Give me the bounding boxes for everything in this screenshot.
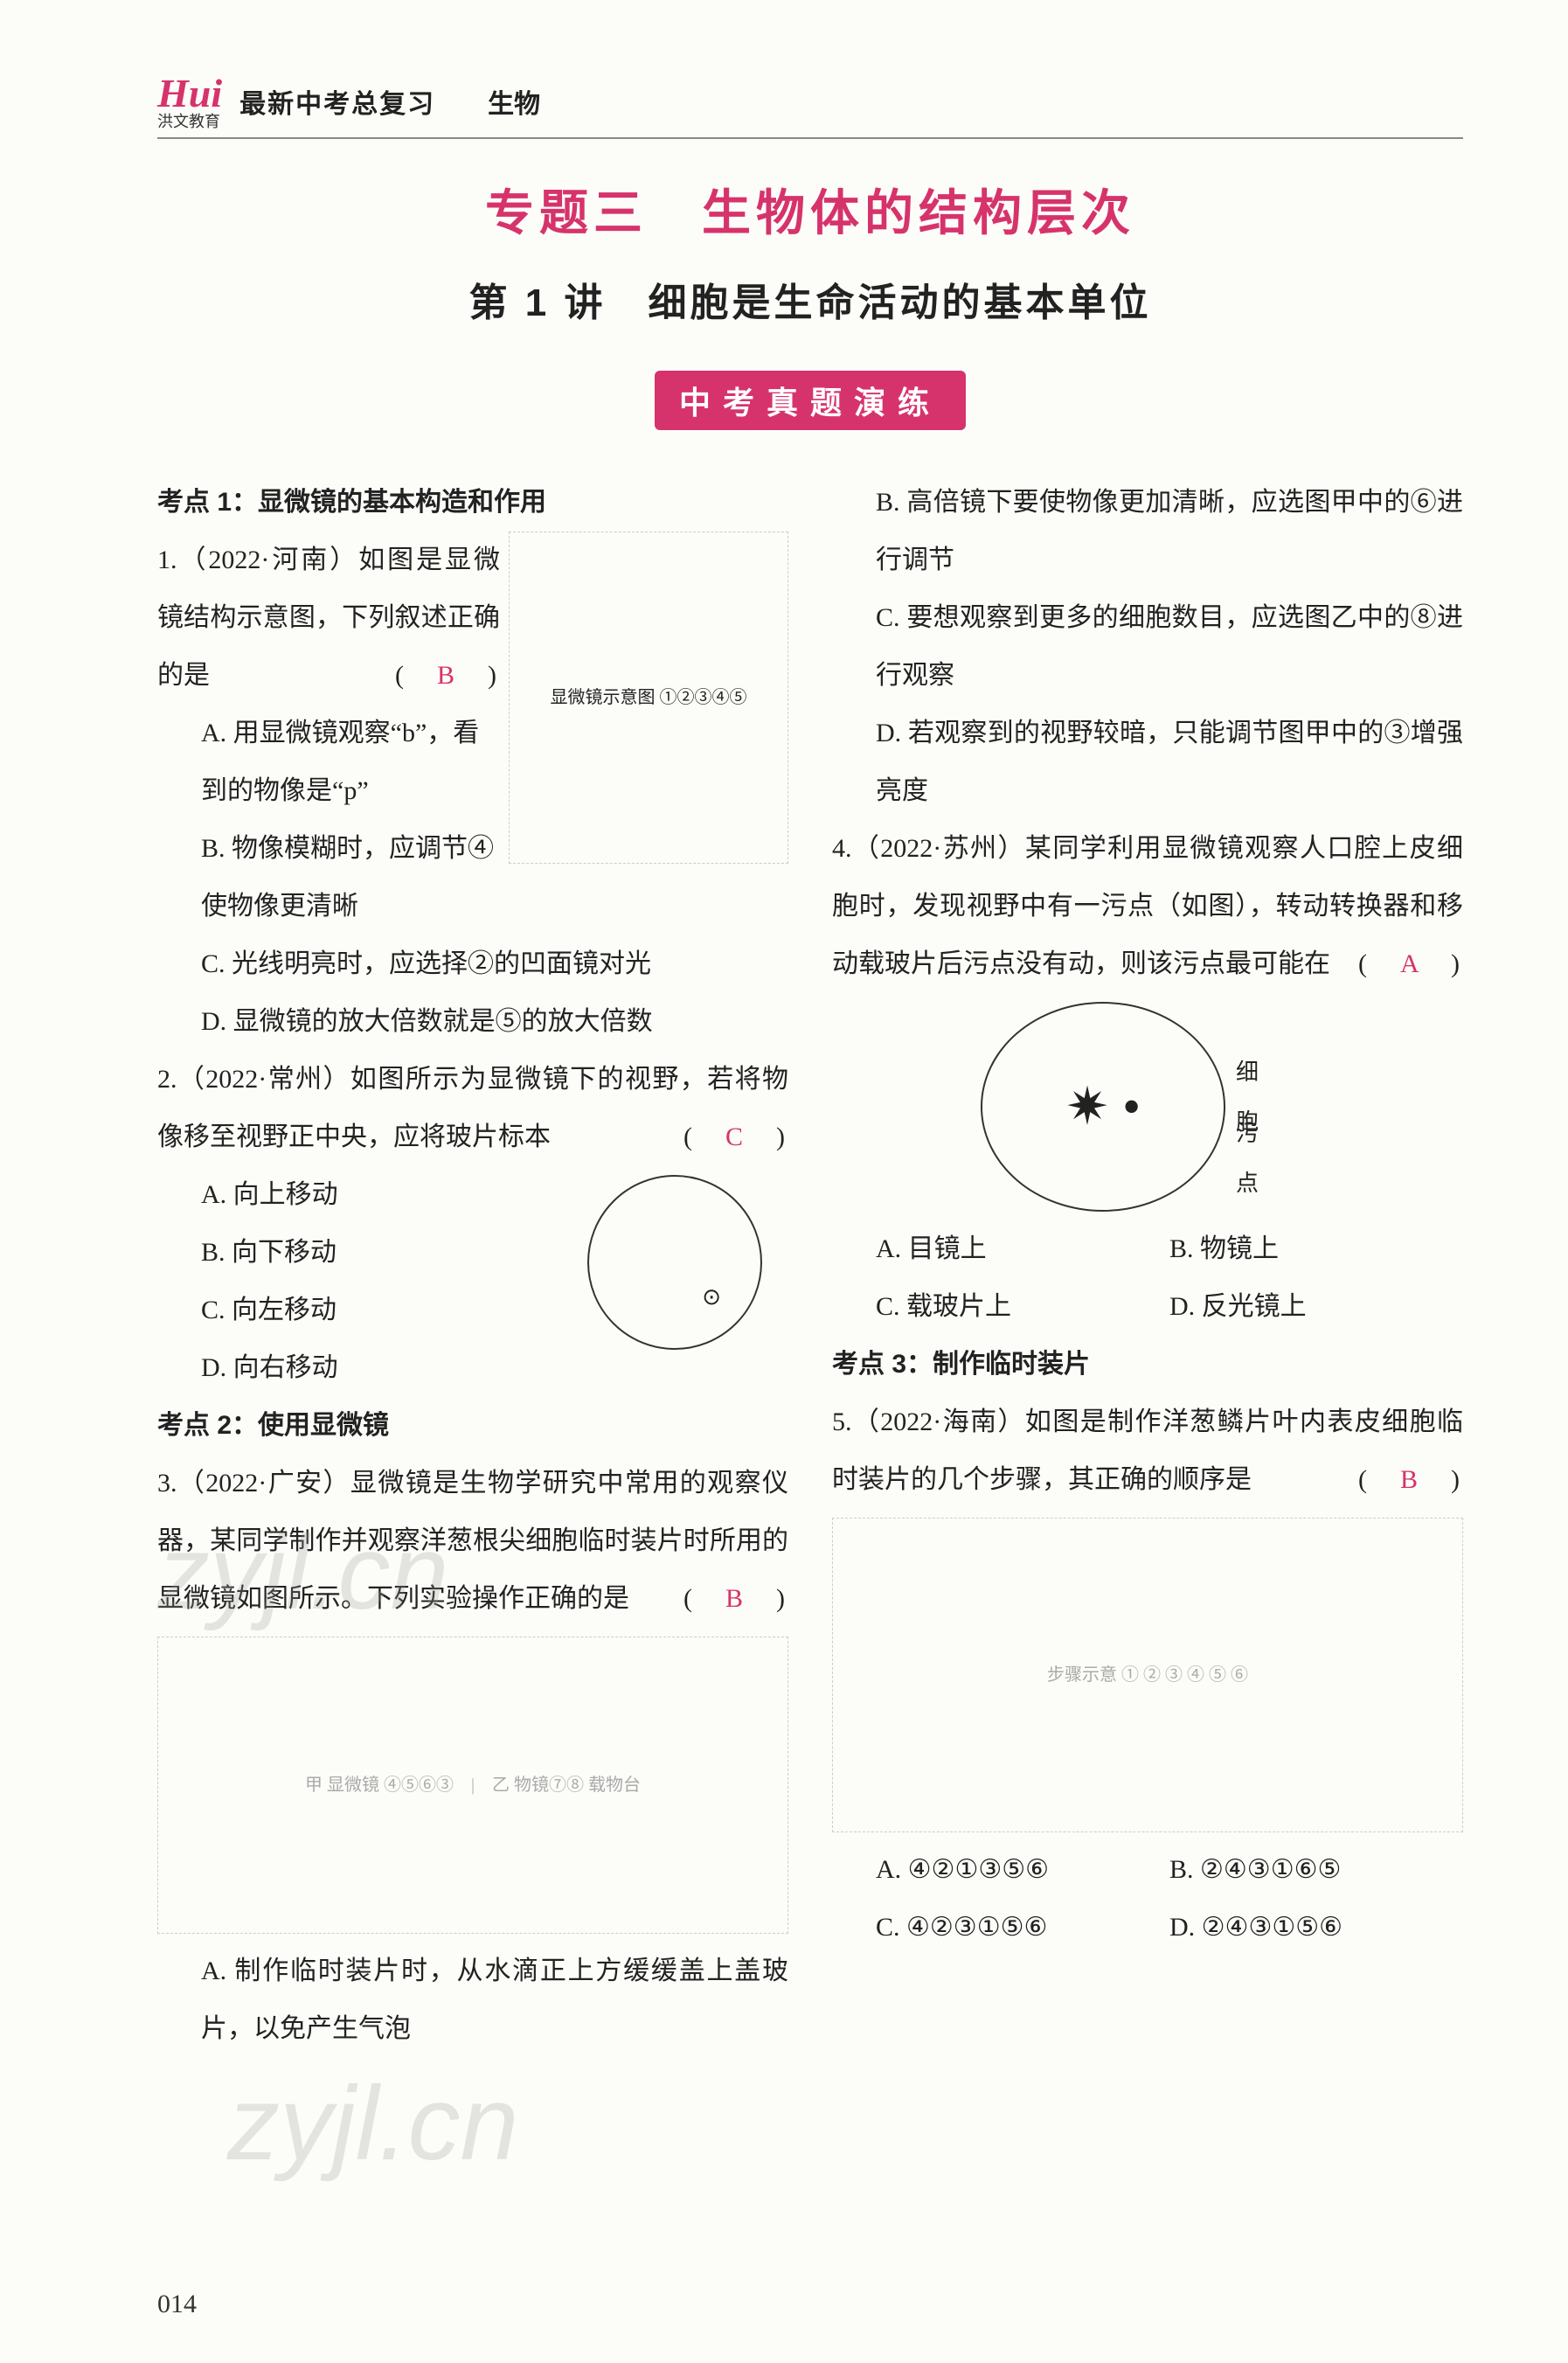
kaodian-1: 考点 1：显微镜的基本构造和作用: [157, 474, 788, 532]
cell-view-figure: ✷ • 细胞 污点: [981, 1002, 1225, 1212]
q5-answer: B: [1400, 1465, 1421, 1494]
question-3: 3.（2022·广安）显微镜是生物学研究中常用的观察仪器，某同学制作并观察洋葱根…: [157, 1455, 788, 2058]
q5-d: D. ②④③①⑤⑥: [1169, 1899, 1463, 1956]
q4-a: A. 目镜上: [876, 1220, 1169, 1278]
right-column: B. 高倍镜下要使物像更加清晰，应选图甲中的⑥进行调节 C. 要想观察到更多的细…: [832, 474, 1463, 2058]
q4-d: D. 反光镜上: [1169, 1278, 1463, 1336]
question-1: 显微镜示意图 ①②③④⑤ 1.（2022·河南）如图是显微镜结构示意图，下列叙述…: [157, 532, 788, 1051]
sub-title: 第 1 讲 细胞是生命活动的基本单位: [157, 271, 1463, 327]
watermark: zyjl.cn: [227, 2063, 518, 2184]
page-number: 014: [157, 2290, 197, 2319]
header-subject: 生物: [488, 82, 540, 121]
header-series: 最新中考总复习: [239, 82, 435, 121]
label-stain: 污点: [1236, 1109, 1259, 1208]
q5-c: C. ④②③①⑤⑥: [876, 1899, 1169, 1956]
page-header: Hui 洪文教育 最新中考总复习 生物: [157, 70, 1463, 139]
logo: Hui 洪文教育: [157, 70, 239, 132]
q2-d: D. 向右移动: [157, 1339, 788, 1397]
microscope-figure: 显微镜示意图 ①②③④⑤: [509, 532, 788, 864]
q3-d: D. 若观察到的视野较暗，只能调节图甲中的③增强亮度: [832, 705, 1463, 820]
q3-a: A. 制作临时装片时，从水滴正上方缓缓盖上盖玻片，以免产生气泡: [157, 1943, 788, 2058]
q2-answer: C: [725, 1122, 746, 1151]
question-2: 2.（2022·常州）如图所示为显微镜下的视野，若将物像移至视野正中央，应将玻片…: [157, 1051, 788, 1397]
q1-d: D. 显微镜的放大倍数就是⑤的放大倍数: [157, 993, 788, 1051]
q5-a: A. ④②①③⑤⑥: [876, 1841, 1169, 1899]
main-title: 专题三 生物体的结构层次: [157, 174, 1463, 245]
q3-b: B. 高倍镜下要使物像更加清晰，应选图甲中的⑥进行调节: [832, 474, 1463, 589]
field-of-view-figure: [587, 1175, 762, 1350]
q4-b: B. 物镜上: [1169, 1220, 1463, 1278]
q4-answer: A: [1400, 949, 1421, 978]
q1-answer: B: [437, 661, 458, 690]
q4-c: C. 载玻片上: [876, 1278, 1169, 1336]
question-4: 4.（2022·苏州）某同学利用显微镜观察人口腔上皮细胞时，发现视野中有一污点（…: [832, 820, 1463, 1336]
slide-steps-figure: 步骤示意 ① ② ③ ④ ⑤ ⑥: [832, 1518, 1463, 1832]
microscope-figure-2: 甲 显微镜 ④⑤⑥③ | 乙 物镜⑦⑧ 载物台: [157, 1637, 788, 1934]
q3-c: C. 要想观察到更多的细胞数目，应选图乙中的⑧进行观察: [832, 589, 1463, 705]
q3-answer: B: [725, 1584, 746, 1613]
kaodian-2: 考点 2：使用显微镜: [157, 1397, 788, 1455]
question-5: 5.（2022·海南）如图是制作洋葱鳞片叶内表皮细胞临时装片的几个步骤，其正确的…: [832, 1393, 1463, 1956]
kaodian-3: 考点 3：制作临时装片: [832, 1336, 1463, 1393]
q1-c: C. 光线明亮时，应选择②的凹面镜对光: [157, 935, 788, 993]
section-banner: 中考真题演练: [157, 371, 1463, 430]
left-column: 考点 1：显微镜的基本构造和作用 显微镜示意图 ①②③④⑤ 1.（2022·河南…: [157, 474, 788, 2058]
q5-b: B. ②④③①⑥⑤: [1169, 1841, 1463, 1899]
